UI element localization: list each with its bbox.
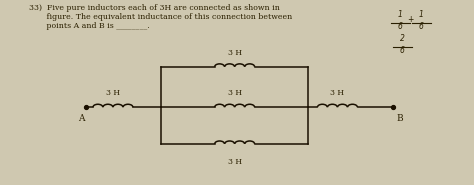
Text: 6: 6 [419, 22, 424, 31]
Text: 3 H: 3 H [106, 89, 120, 97]
Text: 6: 6 [398, 22, 402, 31]
Text: 1: 1 [398, 10, 402, 19]
Text: 6: 6 [400, 46, 405, 55]
Text: 3 H: 3 H [228, 158, 242, 166]
Text: 3 H: 3 H [228, 48, 242, 56]
Text: +: + [407, 15, 414, 24]
Text: B: B [397, 114, 403, 123]
Text: A: A [78, 114, 84, 123]
Text: 33)  Five pure inductors each of 3H are connected as shown in
       figure. The: 33) Five pure inductors each of 3H are c… [29, 4, 292, 30]
Text: 1: 1 [419, 10, 424, 19]
Text: 3 H: 3 H [330, 89, 345, 97]
Text: 2: 2 [400, 34, 405, 43]
Text: 3 H: 3 H [228, 89, 242, 97]
